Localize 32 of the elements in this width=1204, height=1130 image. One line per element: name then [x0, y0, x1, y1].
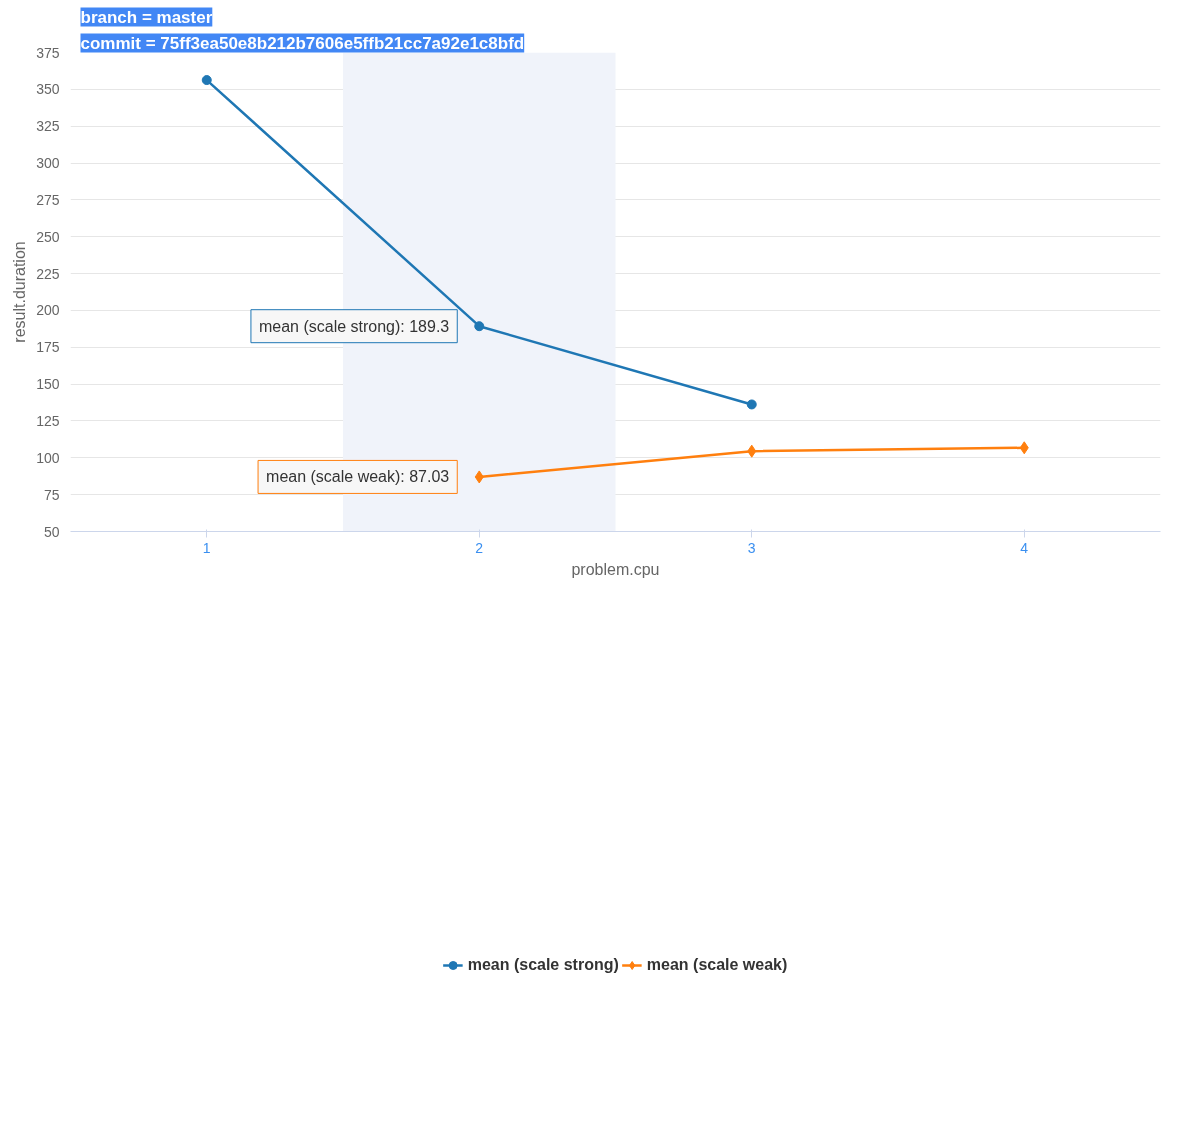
point — [746, 399, 757, 410]
y-tick-label: 275 — [36, 191, 60, 208]
y-tick-label: 175 — [36, 339, 60, 356]
y-tick-label: 125 — [36, 412, 60, 429]
y-tick-label: 75 — [43, 486, 60, 503]
x-tick-label: 4 — [1020, 539, 1029, 556]
x-tick-label: 2 — [475, 539, 484, 556]
x-tick-label: 1 — [202, 539, 211, 556]
point — [747, 444, 757, 458]
chart-title: branch = master — [80, 7, 213, 27]
legend-label: mean (scale weak) — [646, 956, 788, 974]
y-tick-label: 200 — [36, 302, 60, 319]
y-tick-label: 350 — [36, 81, 60, 98]
y-tick-label: 375 — [36, 44, 60, 61]
y-tick-label: 225 — [36, 265, 60, 282]
y-axis-title: result.duration — [11, 241, 29, 343]
y-tick-label: 325 — [36, 118, 60, 135]
point — [474, 321, 485, 332]
y-tick-label: 250 — [36, 228, 60, 245]
annotation: mean (scale strong): 189.3 — [258, 317, 450, 335]
point — [1019, 441, 1029, 455]
y-tick-label: 50 — [43, 523, 60, 540]
legend-label: mean (scale strong) — [467, 956, 619, 974]
x-axis-title: problem.cpu — [571, 560, 660, 578]
annotation: mean (scale weak): 87.03 — [266, 468, 450, 486]
point — [201, 75, 212, 86]
y-tick-label: 100 — [36, 449, 60, 466]
y-tick-label: 150 — [36, 376, 60, 393]
y-tick-label: 300 — [36, 155, 60, 172]
point — [474, 470, 484, 484]
chart-subtitle: commit = 75ff3ea50e8b212b7606e5ffb21cc7a92e1c8bfd — [80, 33, 525, 53]
x-tick-label: 3 — [747, 539, 756, 556]
